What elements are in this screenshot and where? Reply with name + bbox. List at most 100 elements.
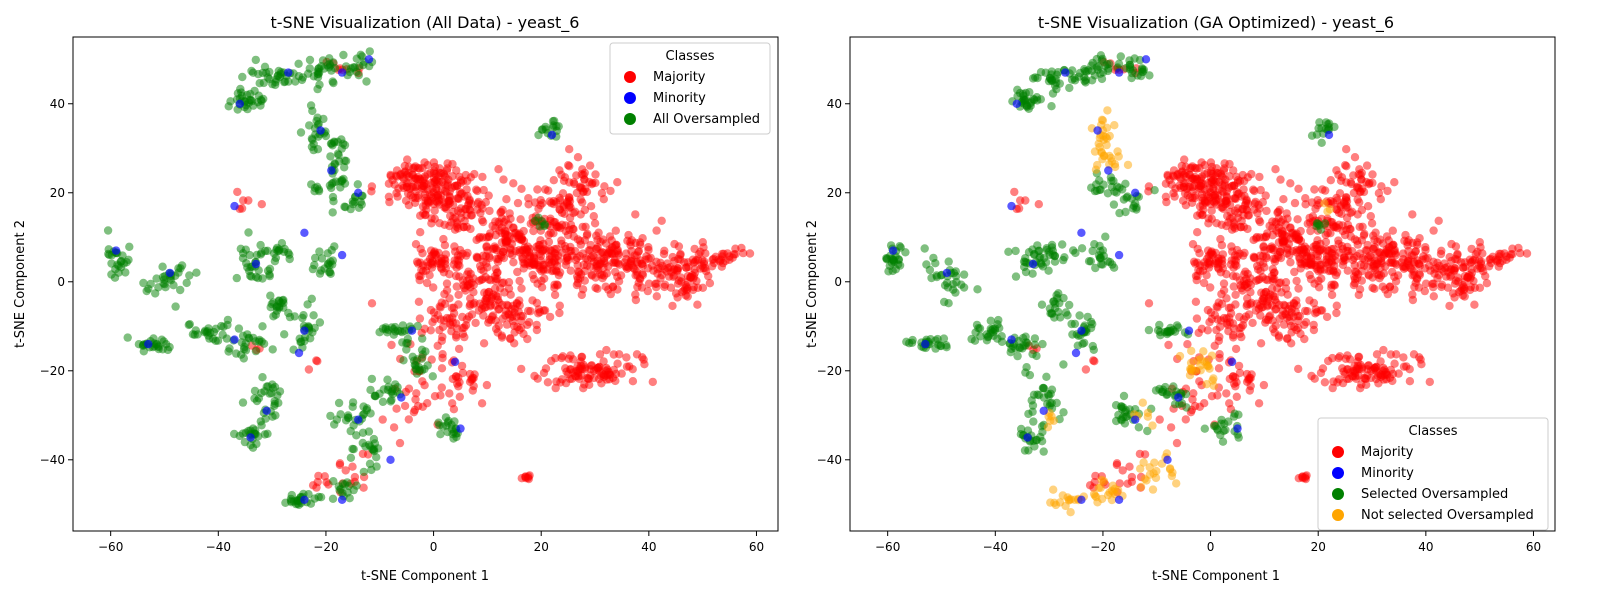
- scatter-point: [1425, 377, 1435, 387]
- scatter-point: [1281, 278, 1291, 287]
- scatter-point: [1300, 334, 1309, 344]
- scatter-point: [491, 316, 500, 325]
- scatter-point: [1206, 283, 1215, 292]
- scatter-point: [364, 55, 374, 64]
- scatter-point: [430, 392, 440, 401]
- scatter-point: [1192, 175, 1201, 184]
- scatter-point: [1038, 339, 1047, 349]
- scatter-point: [1114, 495, 1124, 504]
- scatter-point: [230, 335, 239, 344]
- scatter-point: [1204, 219, 1213, 228]
- scatter-point: [276, 68, 286, 77]
- scatter-point: [1232, 272, 1241, 281]
- x-tick-label: 40: [641, 540, 656, 554]
- scatter-point: [410, 163, 419, 172]
- scatter-point: [326, 411, 335, 421]
- y-tick-label: −40: [817, 453, 842, 467]
- scatter-point: [294, 59, 303, 68]
- scatter-point: [430, 314, 439, 324]
- scatter-point: [1359, 261, 1369, 270]
- scatter-point: [1294, 364, 1303, 374]
- scatter-point: [478, 233, 487, 242]
- scatter-point: [1011, 246, 1020, 256]
- scatter-point: [1390, 272, 1399, 281]
- scatter-point: [580, 205, 590, 215]
- scatter-point: [1330, 251, 1340, 260]
- scatter-point: [541, 364, 551, 373]
- scatter-point: [1320, 219, 1330, 228]
- scatter-point: [152, 274, 161, 283]
- scatter-point: [428, 256, 437, 266]
- scatter-point: [491, 231, 500, 240]
- scatter-point: [601, 371, 610, 380]
- scatter-point: [555, 268, 565, 277]
- scatter-point: [508, 223, 518, 233]
- scatter-point: [1127, 68, 1137, 78]
- scatter-point: [330, 420, 339, 429]
- scatter-point: [552, 122, 561, 131]
- scatter-point: [1011, 272, 1021, 281]
- scatter-point: [1185, 170, 1194, 180]
- scatter-point: [558, 189, 568, 198]
- scatter-point: [139, 278, 148, 288]
- scatter-point: [457, 361, 467, 371]
- scatter-point: [1241, 267, 1250, 276]
- scatter-point: [1359, 373, 1369, 383]
- scatter-point: [445, 270, 454, 279]
- scatter-point: [1316, 225, 1326, 234]
- scatter-point: [1320, 378, 1330, 387]
- scatter-point: [1364, 253, 1373, 263]
- scatter-point: [400, 401, 410, 411]
- scatter-point: [939, 334, 949, 343]
- scatter-point: [1224, 303, 1234, 313]
- scatter-point: [1326, 176, 1336, 185]
- scatter-point: [453, 181, 462, 190]
- scatter-point: [640, 360, 649, 369]
- scatter-point: [268, 345, 277, 354]
- scatter-point: [976, 332, 985, 341]
- scatter-point: [513, 267, 522, 277]
- legend-title: Classes: [666, 49, 715, 64]
- scatter-point: [387, 340, 396, 350]
- scatter-point: [238, 429, 248, 438]
- scatter-point: [609, 350, 618, 359]
- scatter-point: [1254, 216, 1264, 225]
- scatter-point: [566, 203, 575, 212]
- scatter-point: [1143, 426, 1152, 436]
- scatter-point: [1114, 68, 1124, 77]
- scatter-point: [311, 253, 320, 263]
- scatter-point: [1097, 475, 1106, 485]
- scatter-point: [399, 356, 408, 365]
- scatter-point: [1245, 386, 1255, 395]
- scatter-point: [339, 50, 348, 60]
- scatter-point: [532, 325, 542, 335]
- scatter-point: [309, 311, 318, 320]
- scatter-point: [1375, 248, 1384, 257]
- scatter-point: [486, 302, 495, 311]
- scatter-point: [1466, 258, 1476, 267]
- scatter-point: [523, 473, 533, 483]
- scatter-point: [1300, 257, 1309, 267]
- scatter-point: [631, 238, 640, 248]
- scatter-point: [989, 324, 998, 334]
- scatter-point: [270, 401, 279, 410]
- scatter-point: [1356, 170, 1365, 180]
- scatter-point: [1310, 185, 1319, 194]
- scatter-point: [433, 193, 443, 202]
- scatter-point: [630, 251, 639, 260]
- scatter-point: [254, 266, 263, 275]
- scatter-point: [1367, 219, 1377, 228]
- scatter-point: [1294, 184, 1303, 193]
- scatter-point: [1234, 410, 1243, 419]
- scatter-point: [1036, 68, 1046, 77]
- scatter-point: [1307, 371, 1316, 381]
- scatter-point: [1004, 247, 1013, 256]
- scatter-point: [395, 438, 405, 448]
- scatter-point: [1039, 383, 1048, 393]
- scatter-point: [1102, 140, 1111, 150]
- legend-title: Classes: [1409, 424, 1458, 439]
- scatter-point: [494, 217, 503, 227]
- scatter-point: [613, 359, 622, 368]
- scatter-point: [1223, 211, 1232, 221]
- scatter-point: [327, 166, 336, 175]
